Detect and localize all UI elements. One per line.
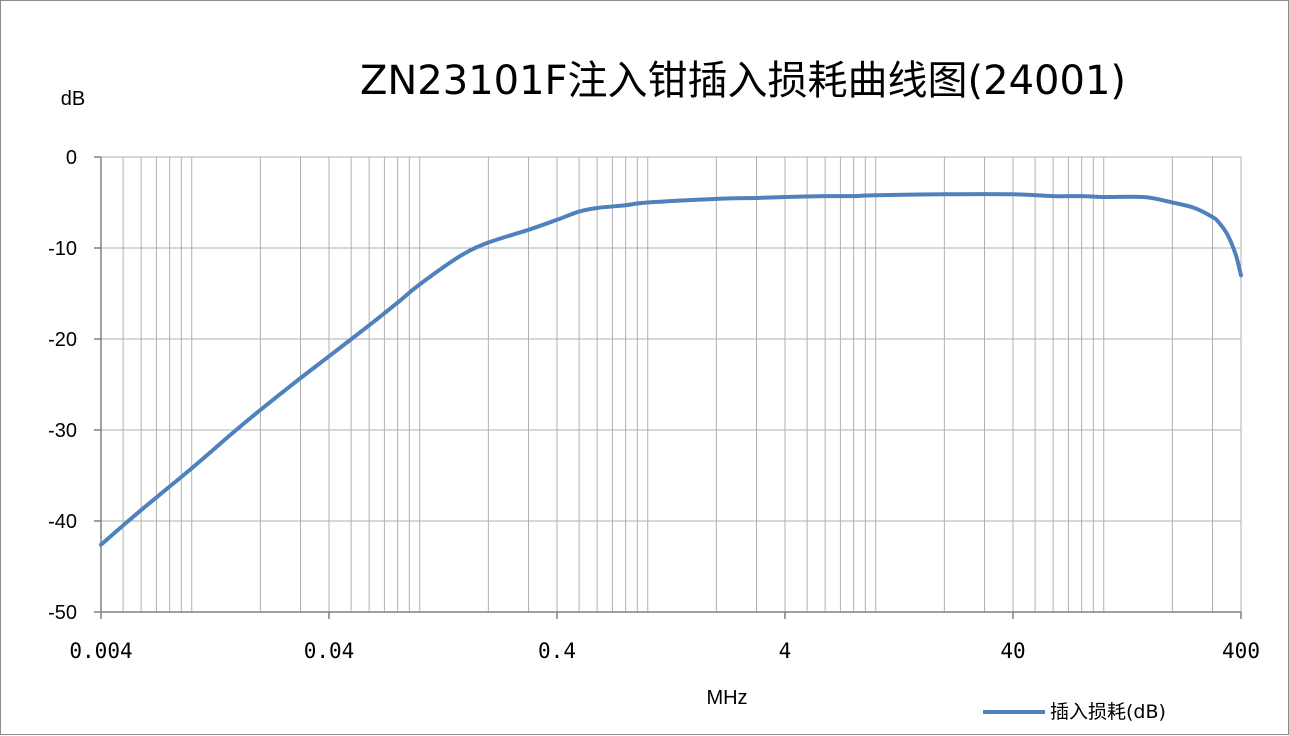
legend-label-insertion-loss: 插入损耗(dB) [1050, 701, 1166, 723]
y-tick-label: -40 [48, 511, 77, 533]
chart-title: ZN23101F注入钳插入损耗曲线图(24001) [360, 58, 1126, 104]
y-tick-label: -30 [48, 420, 77, 442]
y-tick-label: 0 [66, 147, 77, 169]
series-line-insertion-loss [101, 194, 1241, 545]
y-tick-label: -20 [48, 329, 77, 351]
legend: 插入损耗(dB) [983, 701, 1166, 723]
x-tick-label: 0.04 [304, 639, 355, 663]
x-tick-label: 4 [779, 639, 792, 663]
y-tick-labels: 0 -10 -20 -30 -40 -50 [48, 147, 77, 624]
x-tick-labels: 0.004 0.04 0.4 4 40 400 [69, 639, 1260, 663]
y-axis-label: dB [61, 88, 85, 110]
series-layer [101, 194, 1241, 545]
y-tick-label: -50 [48, 602, 77, 624]
axes [94, 157, 1241, 619]
x-tick-label: 0.004 [69, 639, 132, 663]
y-tick-label: -10 [48, 238, 77, 260]
x-tick-label: 40 [1000, 639, 1025, 663]
x-tick-label: 400 [1222, 639, 1260, 663]
x-tick-label: 0.4 [538, 639, 576, 663]
x-axis-label: MHz [706, 687, 747, 709]
grid [101, 157, 1241, 612]
